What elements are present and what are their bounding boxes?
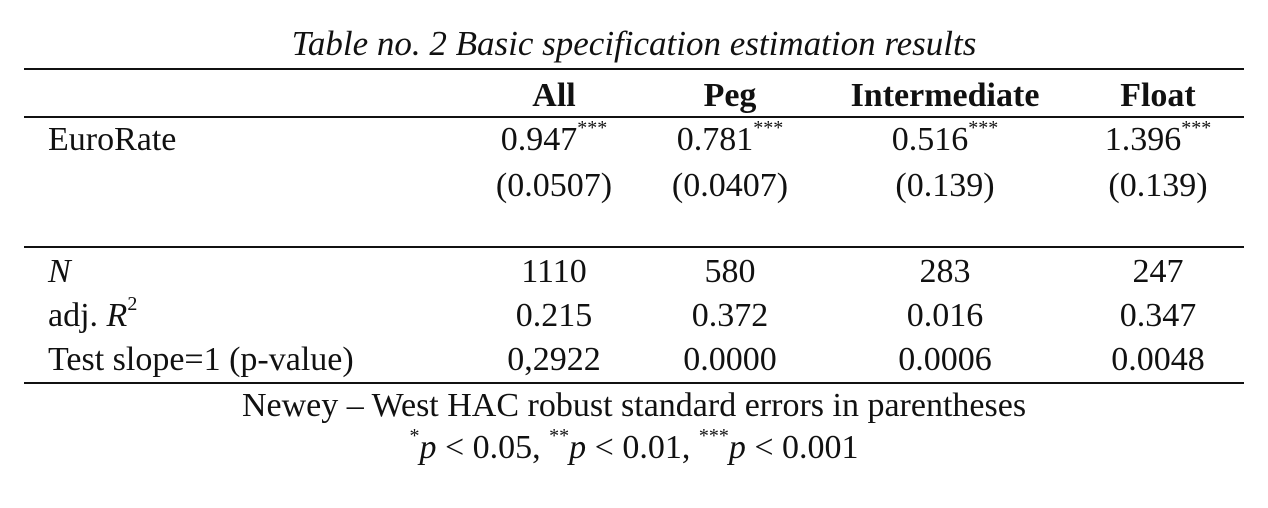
bottom-rule [24,382,1244,384]
test-all: 0,2922 [507,341,601,378]
r-variable: R [106,297,128,334]
stats-rule [24,246,1244,248]
sig-var-2: p [569,429,587,466]
test-peg: 0.0000 [683,341,777,378]
sig-rest-2: < 0.01, [586,429,699,466]
n-float: 247 [1132,253,1184,290]
significance-stars: *** [1181,116,1212,139]
column-header-all: All [532,77,576,114]
top-rule [24,68,1244,70]
note-significance: *p < 0.05, **p < 0.01, ***p < 0.001 [0,424,1268,468]
column-header-peg: Peg [703,77,757,114]
coef-float: 1.396*** [1068,116,1248,160]
adj-r2-peg: 0.372 [691,297,769,334]
n-all: 1110 [521,253,587,290]
row-label-eurorate: EuroRate [48,121,177,158]
adj-r2-intermediate: 0.016 [906,297,984,334]
sig-stars-1: * [409,424,420,447]
table-caption: Table no. 2 Basic specification estimati… [291,24,977,63]
coef-value: 0.947 [500,121,578,158]
header-rule [24,116,1244,118]
row-label-n: N [48,253,71,290]
r-superscript: 2 [127,292,138,315]
coef-peg: 0.781*** [640,116,820,160]
se-intermediate: (0.139) [895,167,995,204]
adj-r2-float: 0.347 [1119,297,1197,334]
adj-prefix: adj. [48,297,107,334]
adj-r2-all: 0.215 [515,297,593,334]
row-label-adj-r2: adj. R2 [48,292,138,336]
test-float: 0.0048 [1111,341,1205,378]
column-header-float: Float [1120,77,1196,114]
sig-var-1: p [419,429,437,466]
sig-rest-3: < 0.001 [745,429,859,466]
row-label-test-slope: Test slope=1 (p-value) [48,341,354,378]
sig-stars-2: ** [549,424,570,447]
se-float: (0.139) [1108,167,1208,204]
significance-stars: *** [968,116,999,139]
se-peg: (0.0407) [671,167,789,204]
n-peg: 580 [704,253,756,290]
sig-rest-1: < 0.05, [436,429,550,466]
sig-var-3: p [728,429,746,466]
coef-all: 0.947*** [464,116,644,160]
significance-stars: *** [577,116,608,139]
note-standard-errors: Newey – West HAC robust standard errors … [241,387,1027,424]
column-header-intermediate: Intermediate [850,77,1040,114]
coef-value: 1.396 [1104,121,1182,158]
test-intermediate: 0.0006 [898,341,992,378]
se-all: (0.0507) [495,167,613,204]
sig-stars-3: *** [698,424,729,447]
coef-value: 0.516 [891,121,969,158]
coef-intermediate: 0.516*** [855,116,1035,160]
n-intermediate: 283 [919,253,971,290]
significance-stars: *** [753,116,784,139]
coef-value: 0.781 [676,121,754,158]
